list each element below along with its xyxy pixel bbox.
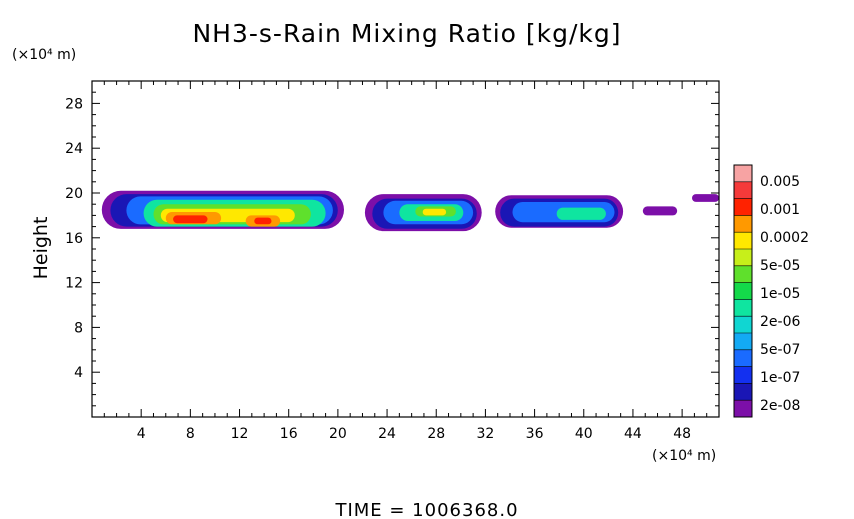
x-tick-label: 32 [476, 426, 494, 442]
data-regions [101, 190, 719, 232]
x-tick-label: 16 [280, 426, 298, 442]
x-tick-label: 40 [575, 426, 593, 442]
y-unit-label: (×10⁴ m) [12, 47, 76, 63]
colorbar-swatch [734, 333, 752, 351]
colorbar-swatch [734, 249, 752, 267]
colorbar-label: 0.0002 [760, 230, 809, 246]
plot-frame [91, 80, 720, 418]
colorbar [733, 164, 753, 418]
y-tick-label: 8 [74, 320, 83, 336]
colorbar-label: 2e-06 [760, 314, 800, 330]
colorbar-label: 0.001 [760, 202, 800, 218]
colorbar-swatch [734, 316, 752, 334]
colorbar-label: 0.005 [760, 174, 800, 190]
x-tick-label: 8 [186, 426, 195, 442]
x-tick-label: 44 [624, 426, 642, 442]
y-tick-label: 16 [65, 231, 83, 247]
data-region [254, 217, 272, 225]
data-region [642, 206, 678, 216]
x-tick-label: 4 [137, 426, 146, 442]
colorbar-label: 5e-05 [760, 258, 800, 274]
colorbar-label: 2e-08 [760, 398, 800, 414]
data-region [556, 207, 606, 220]
colorbar-swatch [734, 400, 752, 418]
colorbar-swatch [734, 232, 752, 250]
colorbar-swatch [734, 299, 752, 317]
x-tick-label: 24 [378, 426, 396, 442]
colorbar-swatch [734, 349, 752, 367]
y-tick-label: 12 [65, 276, 83, 292]
data-region [173, 215, 208, 224]
y-tick-label: 20 [65, 186, 83, 202]
x-tick-label: 12 [231, 426, 249, 442]
colorbar-frame [733, 164, 753, 418]
chart-title: NH3-s-Rain Mixing Ratio [kg/kg] [192, 19, 621, 48]
y-tick-label: 4 [74, 365, 83, 381]
colorbar-swatch [734, 165, 752, 183]
y-tick-label: 28 [65, 96, 83, 112]
colorbar-swatch [734, 181, 752, 199]
time-label: TIME = 1006368.0 [334, 500, 518, 519]
colorbar-swatch [734, 366, 752, 384]
data-region [422, 208, 447, 216]
x-tick-label: 20 [329, 426, 347, 442]
x-tick-label: 28 [427, 426, 445, 442]
x-unit-label: (×10⁴ m) [652, 448, 716, 464]
colorbar-label: 1e-07 [760, 370, 800, 386]
x-tick-label: 36 [526, 426, 544, 442]
colorbar-swatch [734, 215, 752, 233]
y-axis-label: Height [30, 217, 52, 280]
colorbar-labels: 0.005 0.001 0.0002 5e-05 1e-05 2e-06 5e-07 1e-0… [760, 174, 809, 414]
x-tick-labels: 4 8 12 16 20 24 28 32 36 40 44 48 [137, 426, 691, 442]
colorbar-swatch [734, 282, 752, 300]
colorbar-swatch [734, 265, 752, 283]
y-tick-labels: 4 8 12 16 20 24 28 [65, 96, 83, 381]
colorbar-swatch [734, 198, 752, 216]
y-tick-label: 24 [65, 141, 83, 157]
colorbar-label: 1e-05 [760, 286, 800, 302]
data-region [692, 194, 719, 202]
colorbar-swatch [734, 383, 752, 401]
x-tick-label: 48 [673, 426, 691, 442]
axis-ticks [92, 81, 719, 417]
colorbar-label: 5e-07 [760, 342, 800, 358]
